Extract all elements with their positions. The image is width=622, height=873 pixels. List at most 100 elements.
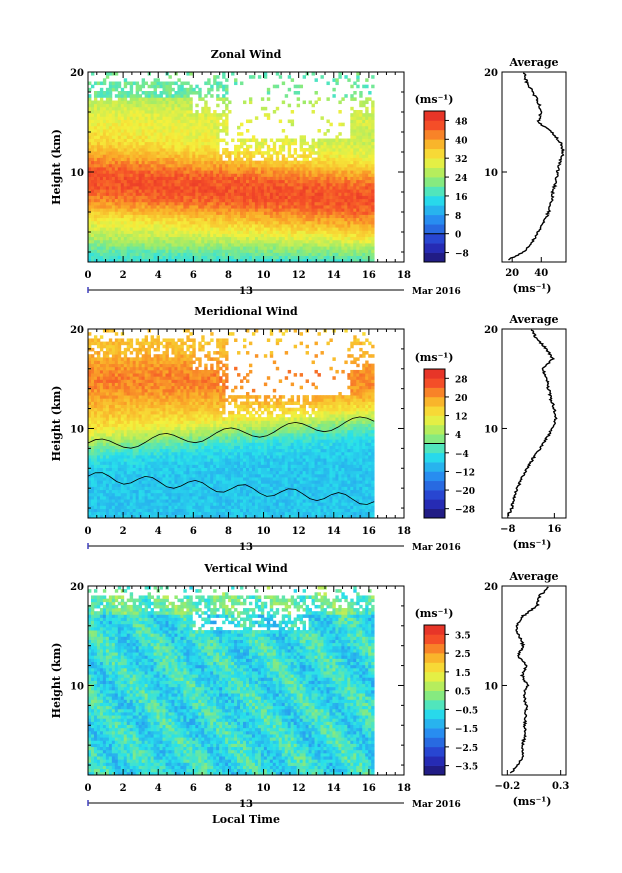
heatmap-cell [135,220,140,225]
heatmap-cell [150,220,154,225]
heatmap-cell [293,233,298,238]
heatmap-cell [102,182,107,187]
heatmap-cell [105,255,110,260]
heatmap-cell [93,233,98,238]
heatmap-cell [192,91,196,95]
heatmap-cell [314,211,318,215]
heatmap-cell [159,106,163,111]
heatmap-cell [171,246,175,250]
heatmap-cell [88,344,92,349]
heatmap-cell [356,151,360,155]
heatmap-cell [311,148,315,152]
heatmap-cell [216,246,220,250]
heatmap-cell [177,217,181,222]
heatmap-cell [248,255,253,260]
heatmap-cell [126,201,131,206]
heatmap-cell [156,144,160,149]
heatmap-cell [311,141,315,146]
heatmap-cell [90,100,95,105]
heatmap-cell [251,151,256,155]
heatmap-cell [210,249,214,253]
heatmap-cell [171,217,175,222]
heatmap-cell [371,132,375,136]
heatmap-cell [159,195,163,200]
heatmap-cell [90,442,95,446]
heatmap-cell [129,151,134,155]
heatmap-cell [371,243,375,247]
heatmap-cell [105,189,110,193]
heatmap-cell [344,205,348,209]
heatmap-cell [192,167,196,171]
heatmap-cell [353,243,357,247]
heatmap-cell [362,132,366,136]
heatmap-cell [293,173,298,177]
heatmap-cell [138,129,143,133]
heatmap-cell [171,211,175,215]
heatmap-cell [362,220,366,225]
heatmap-cell [150,255,154,260]
heatmap-cell [90,141,95,146]
heatmap-cell [144,94,149,98]
heatmap-cell [245,252,250,257]
heatmap-cell [320,201,324,206]
heatmap-cell [290,249,295,253]
heatmap-cell [162,205,166,209]
heatmap-cell [96,432,101,437]
heatmap-cell [129,182,134,187]
heatmap-cell [293,236,298,241]
heatmap-cell [219,189,223,193]
heatmap-cell [293,258,298,263]
heatmap-cell [293,176,298,181]
heatmap-cell [290,208,295,212]
heatmap-cell [88,144,92,149]
heatmap-cell [117,176,122,181]
heatmap-cell [198,208,202,212]
heatmap-cell [257,205,262,209]
heatmap-cell [243,182,247,187]
heatmap-cell [90,379,95,383]
heatmap-cell [219,211,223,215]
heatmap-cell [147,94,151,98]
heatmap-cell [204,205,208,209]
heatmap-cell [183,249,187,253]
heatmap-cell [356,110,360,114]
heatmap-cell [189,154,193,158]
heatmap-cell [93,395,98,399]
heatmap-cell [159,198,163,203]
heatmap-cell [347,163,351,168]
heatmap-cell [254,151,259,155]
heatmap-cell [102,220,107,225]
heatmap-cell [111,157,116,162]
heatmap-cell [234,233,238,238]
heatmap-cell [356,246,360,250]
heatmap-cell [102,170,107,174]
heatmap-cell [90,132,95,136]
heatmap-cell [147,103,151,108]
heatmap-cell [234,211,238,215]
heatmap-cell [90,157,95,162]
heatmap-cell [96,341,101,346]
heatmap-cell [240,198,244,203]
heatmap-cell [216,243,220,247]
heatmap-cell [341,246,345,250]
heatmap-cell [195,122,199,127]
heatmap-cell [207,252,211,257]
heatmap-cell [88,376,92,380]
heatmap-cell [168,205,172,209]
heatmap-cell [96,423,101,428]
heatmap-cell [93,129,98,133]
heatmap-cell [165,170,169,174]
heatmap-cell [88,511,92,516]
heatmap-cell [120,100,125,105]
heatmap-cell [132,100,137,105]
colorbar-unit: (ms⁻¹) [415,93,454,106]
heatmap-cell [216,198,220,203]
heatmap-cell [123,141,128,146]
heatmap-cell [177,214,181,219]
heatmap-cell [356,201,360,206]
heatmap-cell [243,154,247,158]
heatmap-cell [359,227,363,231]
heatmap-cell [225,106,229,111]
